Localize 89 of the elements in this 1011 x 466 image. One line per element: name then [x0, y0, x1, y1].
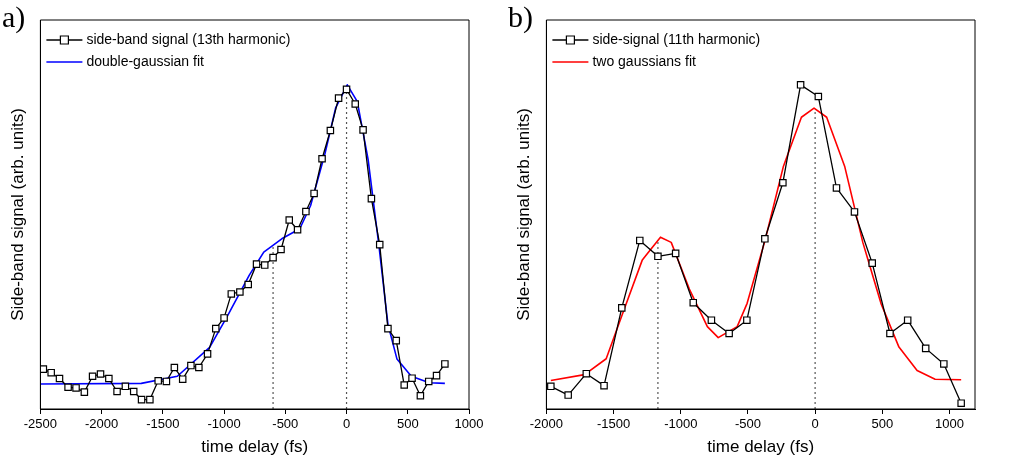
- point: [211, 324, 220, 333]
- point: [121, 382, 130, 391]
- point: [707, 316, 716, 324]
- point: [886, 329, 894, 338]
- point: [334, 94, 343, 102]
- point: [761, 235, 769, 243]
- x-tick-label: -1000: [207, 416, 241, 432]
- y-axis-title: Side-band signal (arb. units): [7, 108, 27, 321]
- x-tick-label: 0: [811, 416, 819, 432]
- point: [310, 189, 318, 198]
- point: [689, 298, 698, 307]
- point: [359, 126, 367, 134]
- point: [64, 383, 72, 392]
- point: [582, 369, 591, 378]
- point: [796, 81, 805, 89]
- point: [400, 381, 408, 389]
- legend-label: double-gaussian fit: [86, 52, 205, 69]
- point: [441, 360, 449, 368]
- point: [600, 381, 608, 390]
- y-axis-title: Side-band signal (arb. units): [513, 108, 533, 321]
- point: [244, 280, 252, 289]
- point: [424, 377, 433, 386]
- point: [129, 387, 138, 396]
- point: [105, 374, 113, 383]
- x-tick-label: -1500: [596, 416, 631, 432]
- x-tick-label: -2000: [529, 416, 564, 432]
- point: [236, 288, 244, 296]
- legend-label: side-band signal (13th harmonic): [86, 30, 291, 47]
- legend-label: side-signal (11th harmonic): [592, 30, 761, 47]
- point: [392, 336, 401, 345]
- point: [260, 261, 269, 269]
- chart-title: b): [508, 0, 533, 34]
- point: [154, 377, 162, 385]
- legend-label: two gaussians fit: [592, 52, 697, 69]
- point: [187, 361, 195, 370]
- x-axis-title: time delay (fs): [707, 437, 815, 457]
- point: [564, 391, 572, 399]
- point: [113, 387, 121, 396]
- point: [850, 208, 859, 216]
- point: [743, 316, 751, 324]
- x-tick-label: 500: [871, 416, 894, 432]
- point: [903, 316, 912, 324]
- point: [384, 324, 392, 333]
- point: [220, 314, 228, 322]
- point: [178, 375, 187, 383]
- x-tick-label: -1500: [146, 416, 180, 432]
- point: [88, 372, 97, 381]
- x-axis-title: time delay (fs): [201, 437, 309, 457]
- point: [832, 184, 841, 192]
- point: [351, 100, 360, 108]
- x-tick-label: 500: [396, 416, 419, 432]
- point: [195, 363, 203, 372]
- point: [654, 252, 662, 261]
- chart-title: a): [2, 0, 26, 34]
- point: [203, 350, 212, 358]
- point: [416, 391, 425, 400]
- point: [277, 245, 285, 254]
- point: [940, 360, 948, 368]
- x-tick-label: -2000: [85, 416, 119, 432]
- point: [72, 384, 80, 392]
- point: [40, 365, 48, 373]
- x-tick-label: -500: [734, 416, 761, 432]
- x-tick-label: 1000: [935, 416, 964, 432]
- point: [146, 395, 154, 404]
- point: [636, 236, 644, 245]
- x-tick-label: -1000: [664, 416, 698, 432]
- point: [252, 260, 261, 268]
- x-tick-label: 1000: [454, 416, 484, 432]
- x-tick-label: -500: [272, 416, 299, 432]
- point: [725, 329, 733, 338]
- point: [779, 178, 787, 187]
- point: [302, 207, 310, 216]
- point: [375, 240, 384, 249]
- point: [285, 216, 294, 224]
- point: [408, 374, 416, 382]
- point: [269, 253, 277, 262]
- point: [227, 290, 236, 298]
- point: [96, 370, 105, 378]
- point: [921, 344, 930, 353]
- x-tick-label: 0: [342, 416, 351, 432]
- point: [868, 259, 876, 267]
- point: [957, 399, 965, 407]
- x-tick-label: -2500: [23, 416, 58, 432]
- point: [318, 154, 326, 163]
- point: [293, 225, 302, 234]
- point: [617, 304, 626, 312]
- point: [80, 388, 89, 396]
- point: [47, 368, 55, 377]
- point: [547, 382, 555, 391]
